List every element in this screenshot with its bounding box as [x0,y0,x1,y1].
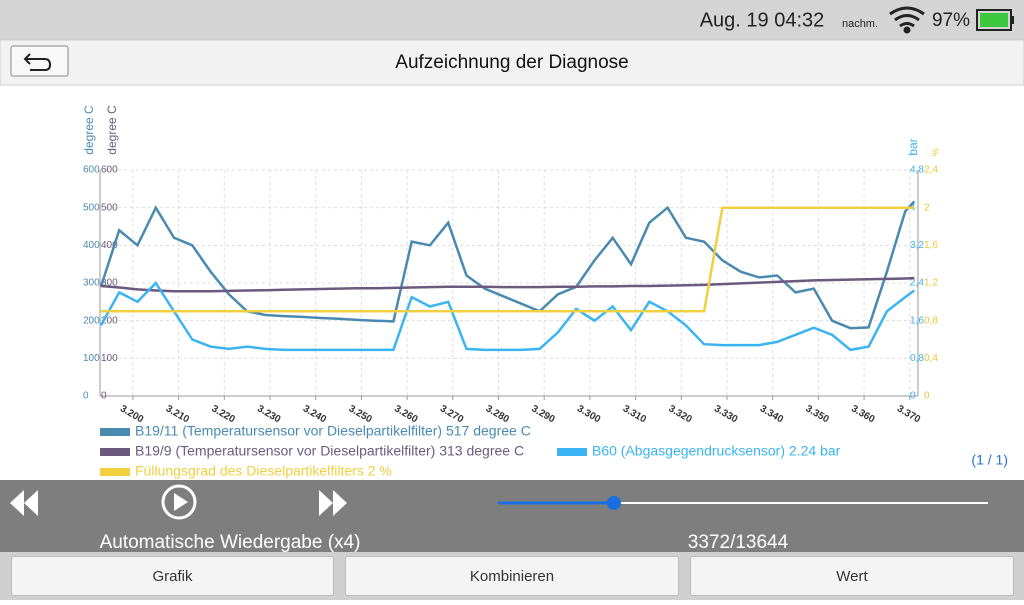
play-button[interactable] [161,484,197,520]
status-time: Aug. 19 04:32 [700,9,825,31]
y-tick-label: 400 [83,240,100,251]
y-tick-label: 300 [101,278,118,289]
y-tick-label: 2 [924,202,930,213]
axis-title: bar [906,138,920,155]
y-tick-label: 2,4 [910,278,924,289]
y-tick-label: 0 [83,391,89,402]
button[interactable]: Wert [690,556,1014,596]
y-tick-label: 1,2 [924,278,938,289]
series-line [99,281,916,352]
y-tick-label: 0,8 [910,353,924,364]
playback-position: 3372/13644 [688,532,789,553]
x-tick-label: 3.360 [849,403,877,425]
y-tick-label: 500 [101,202,118,213]
playback-mode: Automatische Wiedergabe (x4) [100,532,361,553]
legend-label: Füllungsgrad des Dieselpartikelfilters 2… [135,463,392,479]
y-tick-label: 300 [83,278,100,289]
axis-title: % [930,148,940,156]
y-tick-label: 4,8 [910,165,924,176]
y-tick-label: 1,6 [910,315,924,326]
y-tick-label: 0 [101,391,107,402]
series-line [99,200,916,330]
back-button[interactable] [10,45,69,77]
y-tick-label: 0 [924,391,930,402]
legend-label: B19/11 (Temperatursensor vor Dieselparti… [135,423,531,439]
series-line [100,206,915,313]
y-tick-label: 0,4 [924,353,938,364]
y-tick-label: 500 [83,202,100,213]
legend-label: B19/9 (Temperatursensor vor Dieselpartik… [135,443,524,459]
y-tick-label: 200 [83,315,100,326]
y-tick-label: 100 [101,353,118,364]
legend-swatch [100,468,130,476]
x-tick-label: 3.340 [758,403,786,425]
y-tick-label: 600 [83,165,100,176]
status-period: nachm. [842,18,878,30]
y-tick-label: 3,2 [910,240,924,251]
y-tick-label: 0 [910,391,916,402]
pager: (1 / 1) [971,452,1008,468]
y-tick-label: 2,4 [924,165,938,176]
legend-swatch [100,428,130,436]
button[interactable]: Grafik [11,556,334,596]
y-tick-label: 600 [101,165,118,176]
x-tick-label: 3.320 [666,403,694,425]
button[interactable]: Kombinieren [345,556,679,596]
battery-icon [976,9,1014,31]
rewind-button[interactable] [10,490,38,516]
axis-title: degree C [82,105,96,155]
x-tick-label: 3.300 [575,403,603,425]
y-tick-label: 0,8 [924,315,938,326]
header-bar [0,39,1024,86]
y-tick-label: 400 [101,240,118,251]
legend-swatch [100,448,130,456]
forward-button[interactable] [319,490,347,516]
y-tick-label: 1,6 [924,240,938,251]
x-tick-label: 3.290 [529,403,557,425]
y-tick-label: 100 [83,353,100,364]
y-tick-label: 200 [101,315,118,326]
header-title: Aufzeichnung der Diagnose [395,52,628,73]
axis-title: degree C [105,105,119,155]
x-tick-label: 3.310 [621,403,649,425]
status-bar [0,0,1024,40]
slider-knob[interactable] [607,496,621,510]
status-battery: 97% [932,10,970,31]
x-tick-label: 3.370 [895,403,923,425]
x-tick-label: 3.350 [804,403,832,425]
wifi-icon [889,6,925,34]
legend-swatch [557,448,587,456]
series-line [100,276,915,293]
legend-label: B60 (Abgasgegendrucksensor) 2.24 bar [592,443,841,459]
x-tick-label: 3.330 [712,403,740,425]
